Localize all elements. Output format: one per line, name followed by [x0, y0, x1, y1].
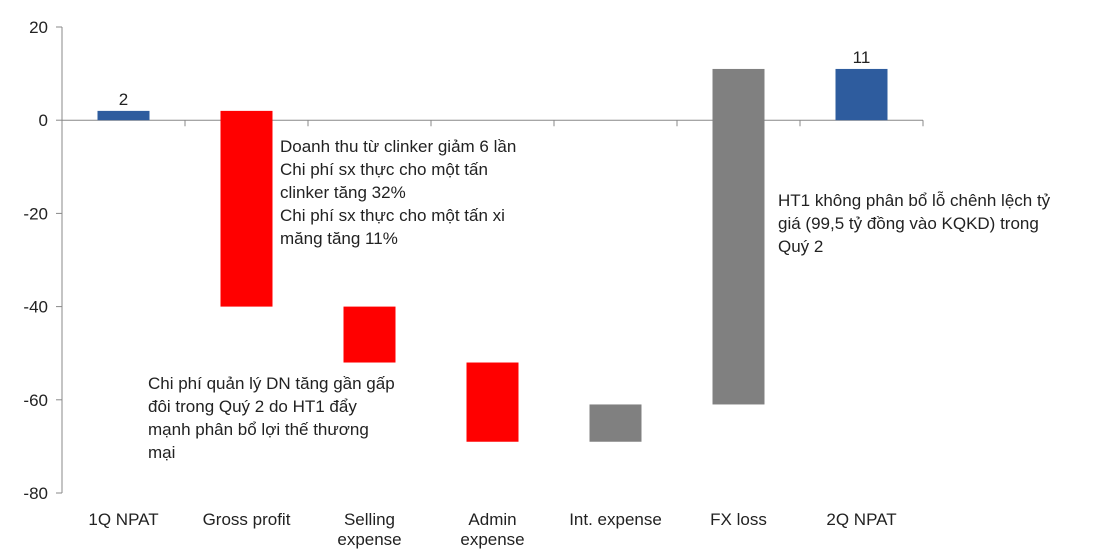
annotation: HT1 không phân bổ lỗ chênh lệch tỷ giá (9…: [778, 191, 1051, 256]
data-label: 2: [119, 90, 128, 109]
y-tick-label: -20: [23, 204, 48, 223]
x-tick-label: Gross profit: [203, 510, 291, 529]
x-tick-label: 1Q NPAT: [88, 510, 158, 529]
y-tick-label: 0: [39, 111, 48, 130]
x-tick-label: FX loss: [710, 510, 767, 529]
x-tick-label: Selling expense: [337, 510, 401, 549]
bar: [589, 404, 642, 442]
y-tick-label: -80: [23, 484, 48, 503]
bar: [343, 306, 396, 363]
y-tick-label: -40: [23, 298, 48, 317]
bar: [220, 110, 273, 307]
x-tick-label: Admin expense: [460, 510, 524, 549]
x-tick-label: 2Q NPAT: [826, 510, 896, 529]
annotation: Chi phí quản lý DN tăng gần gấp đôi trong…: [148, 374, 395, 462]
annotation: Doanh thu từ clinker giảm 6 lần Chi phí s…: [280, 137, 516, 248]
bar: [712, 68, 765, 405]
y-tick-label: -60: [23, 391, 48, 410]
bar: [466, 362, 519, 442]
bar: [97, 110, 150, 121]
bar: [835, 68, 888, 121]
x-tick-label: Int. expense: [569, 510, 662, 529]
y-tick-label: 20: [29, 18, 48, 37]
data-label: 11: [853, 48, 871, 67]
